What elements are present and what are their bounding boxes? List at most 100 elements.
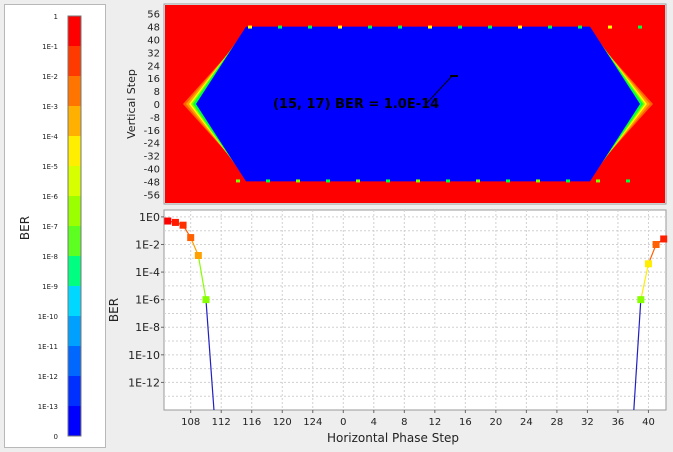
eye-edge-speckle	[398, 25, 402, 29]
bathtub-x-tick: 12	[428, 417, 441, 428]
legend-label: 1E-8	[42, 253, 58, 261]
data-point	[660, 235, 668, 243]
legend-label: 1E-1	[42, 43, 58, 51]
heatmap-y-tick: 48	[147, 23, 160, 34]
eye-edge-speckle	[338, 25, 342, 29]
legend-label: 1E-5	[42, 163, 58, 171]
eye-edge-speckle	[536, 179, 540, 183]
bathtub-y-tick: 1E-8	[135, 321, 160, 334]
bathtub-plot[interactable]	[164, 217, 668, 411]
eye-edge-speckle	[368, 25, 372, 29]
eye-edge-speckle	[596, 179, 600, 183]
data-point	[637, 296, 645, 304]
legend-label: 0	[54, 433, 58, 441]
legend-label: 1E-11	[38, 343, 58, 351]
bathtub-x-tick: 108	[181, 417, 200, 428]
eye-edge-speckle	[356, 179, 360, 183]
legend-label: 1E-3	[42, 103, 58, 111]
legend-swatch	[68, 46, 81, 77]
data-point	[644, 260, 652, 268]
eye-edge-speckle	[506, 179, 510, 183]
legend-label: 1E-6	[42, 193, 58, 201]
data-point	[202, 296, 210, 304]
bathtub-y-tick: 1E-6	[135, 294, 160, 307]
eye-edge-speckle	[446, 179, 450, 183]
bathtub-x-tick: 16	[459, 417, 472, 428]
heatmap-y-tick: -32	[144, 152, 160, 163]
eye-edge-speckle	[416, 179, 420, 183]
legend-title: BER	[18, 216, 32, 240]
bathtub-y-axis: 1E0 1E-2 1E-4 1E-6 1E-8 1E-10 1E-12	[128, 211, 164, 389]
eye-edge-speckle	[458, 25, 462, 29]
legend-swatch	[68, 106, 81, 137]
heatmap-y-label: Vertical Step	[125, 69, 138, 139]
data-point	[652, 240, 660, 248]
heatmap-y-tick: -8	[150, 113, 160, 124]
legend-swatch	[68, 166, 81, 197]
bathtub-y-label: BER	[107, 298, 121, 322]
eye-edge-speckle	[278, 25, 282, 29]
legend-label: 1	[54, 13, 58, 21]
heatmap-y-tick: -40	[144, 165, 160, 176]
bathtub-y-tick: 1E-2	[135, 238, 160, 251]
bathtub-y-tick: 1E0	[139, 211, 160, 224]
legend-swatch	[68, 286, 81, 317]
bathtub-x-tick: 36	[612, 417, 625, 428]
legend-label: 1E-13	[38, 403, 58, 411]
eye-edge-speckle	[608, 25, 612, 29]
eye-edge-speckle	[326, 179, 330, 183]
legend-swatch	[68, 376, 81, 407]
data-point	[187, 234, 195, 242]
bathtub-grid	[164, 210, 666, 410]
data-point	[171, 218, 179, 226]
heatmap-y-tick: -24	[144, 139, 160, 150]
legend-swatch	[68, 136, 81, 167]
eye-edge-speckle	[548, 25, 552, 29]
heatmap-y-tick: 8	[154, 87, 160, 98]
eye-edge-speckle	[488, 25, 492, 29]
eye-edge-speckle	[248, 25, 252, 29]
bathtub-x-tick: 4	[371, 417, 377, 428]
eye-edge-speckle	[236, 179, 240, 183]
ber-annotation: (15, 17) BER = 1.0E-14	[273, 97, 439, 112]
eye-heatmap[interactable]	[165, 5, 665, 203]
series-segment	[197, 255, 207, 300]
legend-panel	[4, 4, 106, 448]
bathtub-y-tick: 1E-4	[135, 266, 160, 279]
legend-swatch	[68, 406, 81, 437]
heatmap-y-tick: 56	[147, 10, 160, 21]
legend-label: 1E-7	[42, 223, 58, 231]
bathtub-x-tick: 40	[642, 417, 655, 428]
eye-edge-speckle	[308, 25, 312, 29]
heatmap-y-tick: 40	[147, 35, 160, 46]
eye-edge-speckle	[296, 179, 300, 183]
legend-swatch	[68, 346, 81, 377]
bathtub-x-tick: 120	[273, 417, 292, 428]
legend-label: 1E-4	[42, 133, 58, 141]
bathtub-x-label: Horizontal Phase Step	[327, 431, 459, 445]
eye-edge-speckle	[638, 25, 642, 29]
bathtub-y-tick: 1E-10	[128, 349, 160, 362]
bathtub-x-tick: 28	[551, 417, 564, 428]
eye-edge-speckle	[626, 179, 630, 183]
series-drop-line	[633, 299, 642, 411]
heatmap-y-tick: -48	[144, 177, 160, 188]
bathtub-x-tick: 112	[212, 417, 231, 428]
heatmap-y-tick: 32	[147, 48, 160, 59]
eye-opening	[196, 26, 640, 182]
eye-edge-speckle	[476, 179, 480, 183]
bathtub-x-tick: 116	[242, 417, 261, 428]
bathtub-x-axis: 108 112 116 120 124 0 4 8 12 16 20 24 28 32 36 40	[181, 410, 655, 428]
eye-edge-speckle	[266, 179, 270, 183]
legend-label: 1E-9	[42, 283, 58, 291]
heatmap-y-tick: 0	[154, 100, 160, 111]
bathtub-x-tick: 24	[520, 417, 533, 428]
series-segment	[640, 263, 650, 300]
bathtub-x-tick: 124	[303, 417, 322, 428]
ber-legend-labels: 1 1E-1 1E-2 1E-3 1E-4 1E-5 1E-6 1E-7 1E-8 1E-9 1E-…	[38, 13, 59, 441]
bathtub-x-tick: 32	[581, 417, 594, 428]
eye-edge-speckle	[428, 25, 432, 29]
bathtub-frame	[163, 209, 667, 411]
